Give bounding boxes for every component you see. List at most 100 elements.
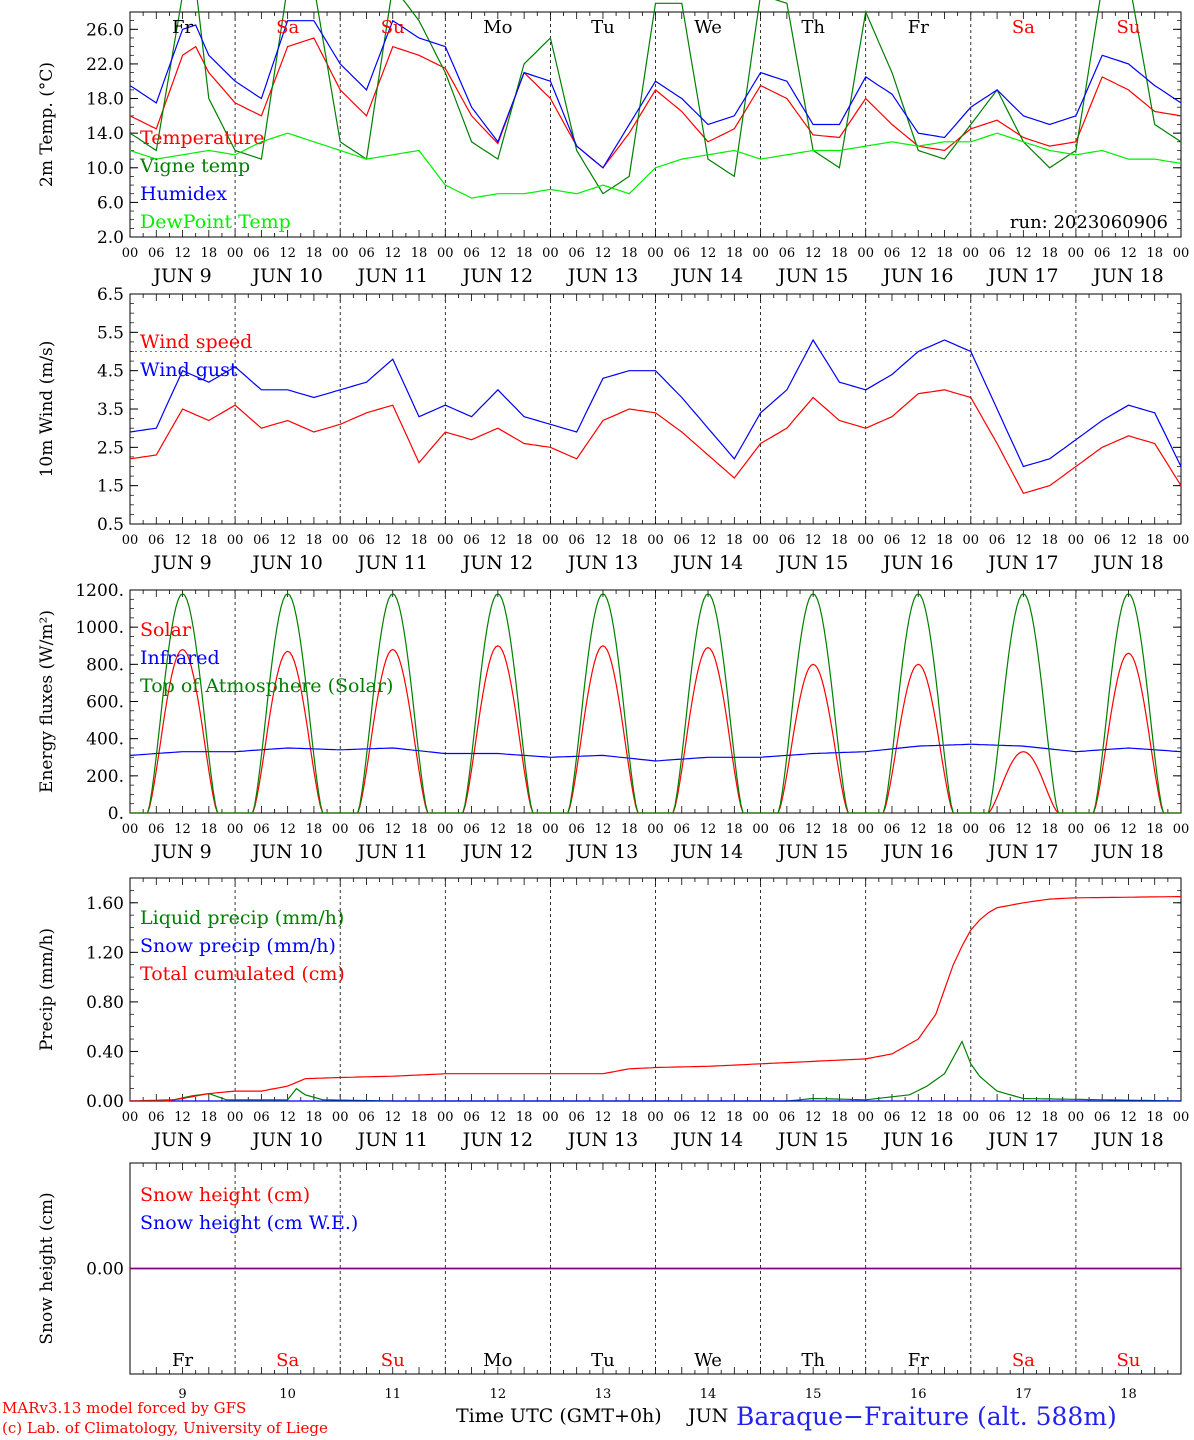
x-hour-label: 18: [936, 246, 953, 261]
day-number-label: 12: [490, 1387, 507, 1402]
x-hour-label: 00: [752, 246, 769, 261]
x-hour-label: 06: [148, 246, 165, 261]
x-hour-label: 06: [463, 246, 480, 261]
x-date-label: JUN 16: [881, 265, 953, 287]
x-hour-label: 06: [884, 246, 901, 261]
x-hour-label: 00: [857, 533, 874, 548]
legend-entry: Humidex: [140, 183, 227, 205]
x-hour-label: 06: [674, 1110, 691, 1125]
x-hour-label: 18: [936, 822, 953, 837]
x-hour-label: 12: [1015, 1110, 1032, 1125]
x-hour-label: 18: [831, 1110, 848, 1125]
x-hour-label: 06: [779, 533, 796, 548]
x-hour-label: 18: [726, 1110, 743, 1125]
x-hour-label: 18: [201, 1110, 218, 1125]
x-hour-label: 12: [279, 822, 296, 837]
y-tick-label: 0.40: [86, 1042, 124, 1062]
panel-frame: [129, 11, 1182, 238]
y-tick-label: 2.0: [97, 228, 124, 248]
x-date-label: JUN 18: [1091, 265, 1163, 287]
x-hour-label: 00: [332, 1110, 349, 1125]
x-date-label: JUN 13: [566, 552, 638, 574]
x-hour-label: 12: [1015, 246, 1032, 261]
x-hour-label: 06: [463, 822, 480, 837]
x-hour-label: 00: [1173, 533, 1190, 548]
x-hour-label: 18: [1146, 533, 1163, 548]
weekday-label: Fr: [172, 1350, 193, 1371]
x-hour-label: 00: [963, 246, 980, 261]
x-hour-label: 18: [411, 1110, 428, 1125]
x-hour-label: 00: [857, 246, 874, 261]
x-hour-label: 12: [1015, 822, 1032, 837]
x-hour-label: 00: [1068, 246, 1085, 261]
x-hour-label: 00: [437, 533, 454, 548]
x-hour-label: 06: [358, 1110, 375, 1125]
x-hour-label: 06: [568, 822, 585, 837]
x-hour-label: 06: [1094, 1110, 1111, 1125]
weekday-label: We: [694, 1350, 722, 1371]
x-hour-label: 06: [1094, 246, 1111, 261]
x-hour-label: 06: [1094, 822, 1111, 837]
x-hour-label: 00: [332, 246, 349, 261]
x-hour-label: 00: [122, 533, 139, 548]
x-hour-label: 00: [752, 533, 769, 548]
weekday-label: Su: [381, 1350, 405, 1371]
y-tick-label: 200.: [86, 767, 124, 787]
x-hour-label: 12: [805, 1110, 822, 1125]
x-hour-label: 06: [779, 822, 796, 837]
x-hour-label: 00: [332, 533, 349, 548]
x-hour-label: 18: [411, 246, 428, 261]
x-hour-label: 12: [279, 246, 296, 261]
x-hour-label: 12: [700, 533, 717, 548]
x-date-label: JUN 15: [776, 552, 848, 574]
x-hour-label: 18: [306, 822, 323, 837]
x-date-label: JUN 12: [461, 841, 533, 863]
x-hour-label: 00: [437, 822, 454, 837]
x-hour-label: 12: [700, 822, 717, 837]
x-date-label: JUN 11: [356, 1129, 428, 1151]
x-hour-label: 12: [384, 822, 401, 837]
weekday-label: Su: [1116, 1350, 1140, 1371]
x-hour-label: 12: [1015, 533, 1032, 548]
y-tick-label: 400.: [86, 730, 124, 750]
x-hour-label: 06: [989, 1110, 1006, 1125]
y-tick-label: 10.0: [86, 159, 124, 179]
x-hour-label: 06: [884, 1110, 901, 1125]
y-tick-label: 1200.: [75, 581, 124, 601]
x-hour-label: 00: [227, 533, 244, 548]
chart-panel-2: 0.5 1.5 2.5 3.5 4.5 5.5 6.5 10m Wind (m/s) Wind …: [37, 285, 1189, 574]
x-hour-label: 18: [831, 822, 848, 837]
x-hour-label: 12: [384, 246, 401, 261]
day-number-label: 15: [805, 1387, 822, 1402]
y-tick-label: 800.: [86, 655, 124, 675]
x-date-label: JUN 17: [986, 265, 1058, 287]
day-number-label: 17: [1015, 1387, 1032, 1402]
y-tick-label: 0.80: [86, 993, 124, 1013]
x-hour-label: 06: [568, 1110, 585, 1125]
x-hour-label: 00: [332, 822, 349, 837]
x-hour-label: 18: [516, 533, 533, 548]
y-axis-title: 2m Temp. (°C): [37, 62, 57, 187]
x-hour-label: 18: [936, 1110, 953, 1125]
x-hour-label: 06: [463, 533, 480, 548]
day-number-label: 14: [700, 1387, 717, 1402]
series-line-temperature: [129, 37, 1182, 169]
weekday-label: Fr: [908, 1350, 929, 1371]
model-credit: MARv3.13 model forced by GFS: [2, 1399, 247, 1417]
y-tick-label: 26.0: [86, 20, 124, 40]
x-hour-label: 00: [227, 822, 244, 837]
x-hour-label: 00: [1068, 533, 1085, 548]
x-hour-label: 06: [253, 1110, 270, 1125]
x-hour-label: 18: [1041, 1110, 1058, 1125]
x-date-label: JUN 12: [461, 265, 533, 287]
day-number-label: 11: [384, 1387, 401, 1402]
x-hour-label: 18: [516, 1110, 533, 1125]
x-hour-label: 12: [910, 533, 927, 548]
x-date-label: JUN 18: [1091, 1129, 1163, 1151]
day-number-label: 13: [595, 1387, 612, 1402]
x-hour-label: 18: [1041, 246, 1058, 261]
x-hour-label: 00: [122, 822, 139, 837]
x-hour-label: 18: [306, 1110, 323, 1125]
x-hour-label: 06: [148, 822, 165, 837]
x-hour-label: 18: [621, 533, 638, 548]
